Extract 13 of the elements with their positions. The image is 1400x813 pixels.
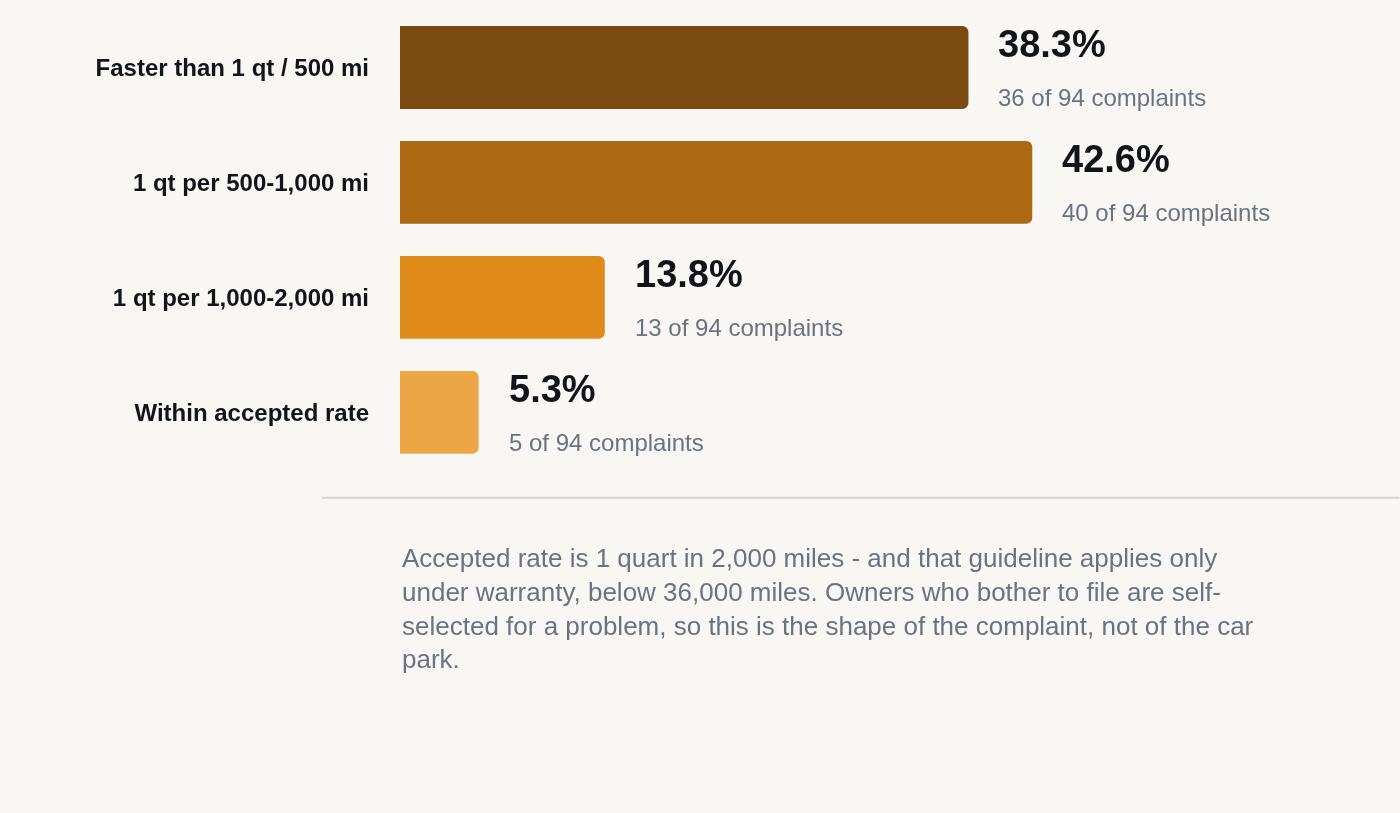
y-tick-label: 1 qt per 500-1,000 mi	[132, 168, 369, 196]
data-label: 38.3% 36 of 94 complaints	[998, 23, 1207, 112]
data-label: 5.3% 5 of 94 complaints	[509, 368, 704, 457]
bar	[400, 256, 605, 339]
text: Accepted rate is 1 quart in 2,000 miles - and that guideline applies only under warranty, below 36,000 miles. Owners who bother to file are self-selected for a problem, so this is the shape of the complaint, not of the car park.	[402, 543, 1254, 675]
data-label: 13.8% 13 of 94 complaints	[635, 253, 844, 342]
y-tick-label: 1 qt per 1,000-2,000 mi	[112, 283, 369, 311]
y-tick-label: Within accepted rate	[134, 398, 369, 426]
bar	[400, 141, 1033, 224]
bar	[400, 26, 969, 109]
bar	[400, 371, 479, 454]
data-label: 42.6% 40 of 94 complaints	[1062, 138, 1271, 227]
y-tick-label: Faster than 1 qt / 500 mi	[95, 53, 369, 81]
